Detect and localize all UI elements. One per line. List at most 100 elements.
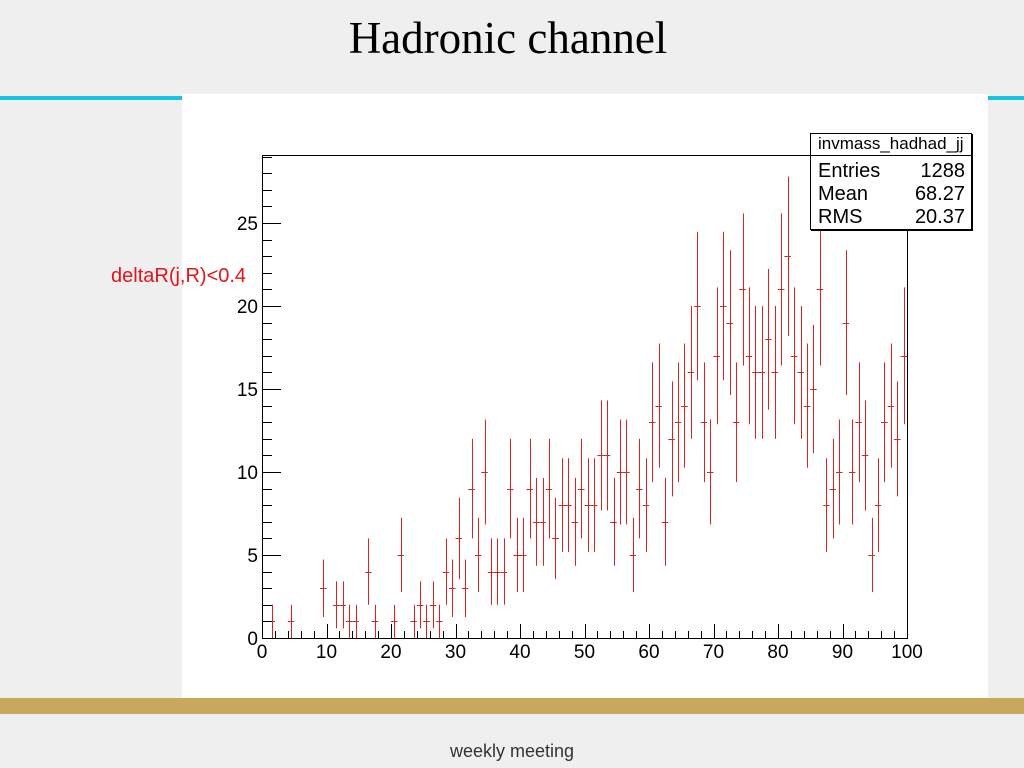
histogram-bin [584, 458, 591, 553]
y-tick-label: 20 [237, 297, 258, 318]
histogram-bin [758, 306, 766, 439]
histogram-bin [461, 559, 469, 617]
histogram-bin [520, 517, 527, 593]
histogram-bin [558, 458, 566, 553]
histogram-layer [268, 176, 907, 638]
histogram-bin [719, 231, 727, 381]
annotation-label: deltaR(j,R)<0.4 [111, 265, 247, 287]
histogram-bin [287, 604, 295, 638]
stats-box: invmass_hadhad_jj Entries 1288 Mean 68.2… [810, 133, 972, 230]
histogram-plot: 0 10 20 30 40 50 60 70 80 90 100 0 5 10 15 20 25 invmass… [182, 94, 988, 698]
histogram-bin [449, 559, 456, 617]
histogram-bin [468, 438, 475, 539]
histogram-bin [371, 604, 379, 638]
histogram-bin [713, 287, 720, 425]
slide-title: Hadronic channel [348, 13, 668, 63]
histogram-bin [571, 477, 579, 566]
x-tick-label: 40 [509, 642, 530, 663]
histogram-bin [565, 458, 572, 553]
histogram-bin [694, 231, 701, 381]
x-tick-label: 20 [380, 642, 401, 663]
histogram-bin [481, 419, 488, 525]
histogram-bin [681, 343, 688, 468]
histogram-bin [629, 517, 637, 593]
histogram-bin [507, 438, 514, 539]
histogram-bin [603, 400, 611, 511]
histogram-bin [868, 517, 875, 593]
histogram-bin [436, 604, 443, 638]
histogram-bin [590, 458, 598, 553]
histogram-bin [365, 538, 372, 605]
histogram-bin [623, 419, 630, 525]
histogram-bin [532, 477, 540, 566]
histogram-bin [816, 213, 824, 366]
histogram-bin [829, 438, 837, 539]
histogram-bin [423, 604, 430, 638]
stats-row-entries: Entries 1288 [818, 160, 965, 183]
histogram-bin [616, 419, 624, 525]
histogram-bin [887, 343, 895, 468]
x-tick-label: 80 [767, 642, 788, 663]
histogram-bin [513, 517, 520, 593]
x-tick-label: 100 [891, 642, 923, 663]
histogram-bin [500, 538, 508, 605]
histogram-bin [823, 458, 830, 553]
histogram-bin [784, 176, 791, 336]
histogram-bin [848, 419, 856, 525]
histogram-bin [687, 306, 695, 439]
x-tick-label: 70 [703, 642, 724, 663]
histogram-bin [455, 497, 462, 580]
histogram-bin [810, 324, 817, 454]
x-tick-label: 60 [638, 642, 659, 663]
footer-text: weekly meeting [449, 741, 575, 761]
histogram-bin [668, 381, 675, 497]
stats-title: invmass_hadhad_jj [818, 134, 964, 153]
histogram-svg: 0 10 20 30 40 50 60 70 80 90 100 0 5 10 15 20 25 [237, 155, 923, 663]
histogram-bin [494, 538, 501, 605]
histogram-bin [874, 458, 882, 553]
histogram-bin [745, 287, 753, 425]
histogram-bin [610, 477, 617, 566]
histogram-bin [855, 362, 862, 483]
histogram-bin [836, 419, 843, 525]
x-tick-label: 90 [832, 642, 853, 663]
histogram-bin [790, 287, 798, 425]
histogram-bin [410, 604, 417, 638]
histogram-bin [803, 343, 811, 468]
x-tick-label: 30 [445, 642, 466, 663]
x-tick-label: 10 [316, 642, 337, 663]
histogram-bin [881, 362, 888, 483]
footer-bar [0, 698, 1024, 714]
histogram-bin [739, 213, 746, 366]
axes-layer: 0 10 20 30 40 50 60 70 80 90 100 0 5 10 15 20 25 [237, 157, 923, 663]
histogram-bin [655, 343, 662, 468]
histogram-bin [661, 477, 669, 566]
stats-row-mean: Mean 68.27 [818, 183, 965, 206]
histogram-bin [345, 604, 353, 638]
plot-frame [262, 155, 908, 639]
histogram-bin [636, 438, 643, 539]
histogram-bin [552, 497, 559, 580]
stats-value: 1288 [920, 160, 966, 182]
histogram-bin [352, 604, 359, 638]
stats-row-rms: RMS 20.37 [818, 206, 965, 229]
stats-value: 20.37 [914, 206, 965, 228]
histogram-bin [707, 419, 714, 525]
y-tick-label: 25 [237, 214, 258, 235]
histogram-bin [391, 604, 398, 638]
histogram-bin [526, 438, 533, 539]
histogram-bin [578, 438, 585, 539]
histogram-bin [726, 250, 733, 395]
histogram-bin [732, 362, 740, 483]
histogram-bin [752, 306, 759, 439]
histogram-bin [539, 477, 546, 566]
histogram-bin [771, 306, 778, 439]
histogram-bin [320, 559, 327, 617]
histogram-bin [545, 438, 553, 539]
y-tick-label: 5 [247, 546, 258, 567]
histogram-bin [900, 287, 907, 425]
y-tick-label: 0 [247, 629, 258, 650]
stats-label: Mean [818, 183, 869, 205]
histogram-bin [397, 517, 404, 593]
x-tick-label: 0 [257, 642, 268, 663]
